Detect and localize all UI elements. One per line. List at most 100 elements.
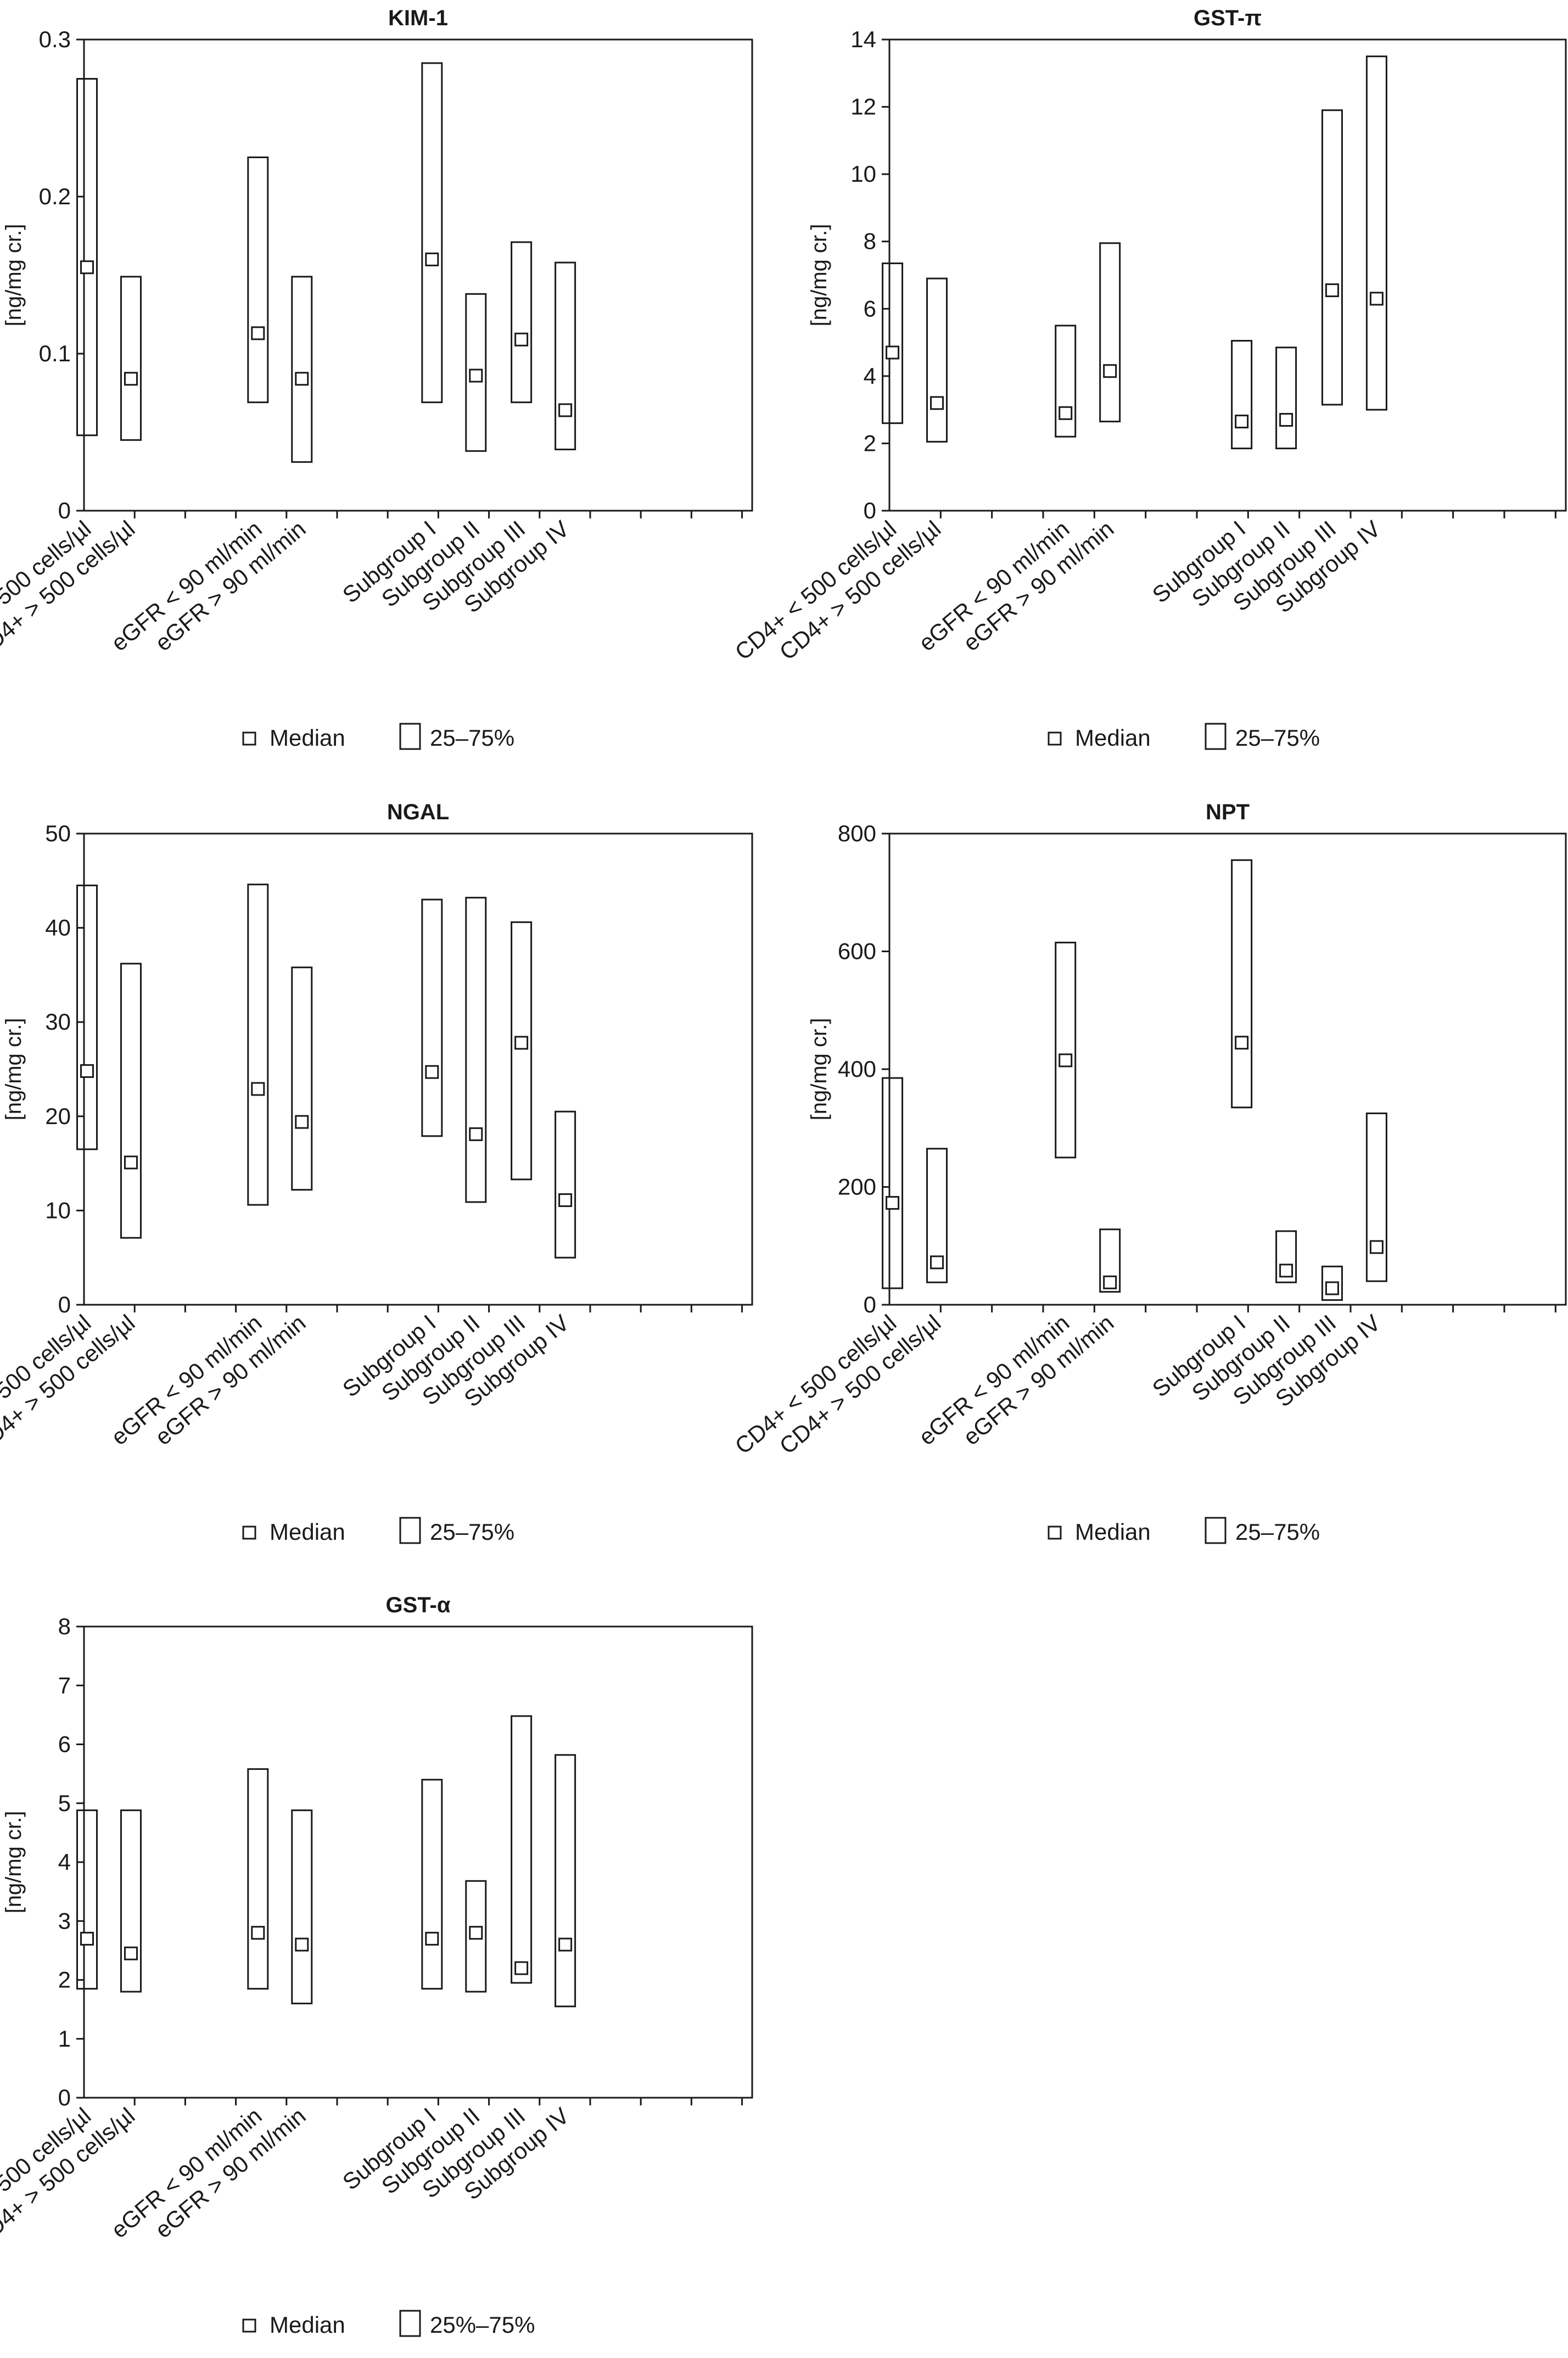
y-tick-label: 800	[838, 820, 876, 846]
median-marker	[1325, 283, 1339, 298]
y-tick-label: 4	[864, 363, 876, 389]
y-tick-label: 0	[864, 1292, 876, 1317]
y-tick-label: 0	[864, 498, 876, 523]
legend-range-label: 25–75%	[430, 1519, 514, 1545]
legend-median-label: Median	[270, 2312, 345, 2338]
iqr-box	[1099, 242, 1121, 423]
iqr-box	[1321, 1265, 1343, 1301]
plot-frame	[888, 832, 1567, 1306]
iqr-box	[421, 62, 443, 404]
y-tick-label: 20	[45, 1103, 71, 1129]
iqr-box	[555, 261, 576, 450]
iqr-box	[421, 1779, 443, 1990]
y-axis-label: [ng/mg cr.]	[2, 224, 26, 327]
iqr-box	[926, 1148, 948, 1283]
y-tick-label: 10	[45, 1197, 71, 1223]
iqr-box	[1055, 325, 1077, 438]
y-tick-label: 50	[45, 820, 71, 846]
y-tick-label: 4	[58, 1849, 71, 1875]
iqr-box	[1099, 1228, 1121, 1293]
median-marker	[469, 1926, 483, 1940]
iqr-box	[465, 1880, 487, 1993]
legend-range-marker	[1205, 1517, 1227, 1544]
legend-median-marker	[242, 731, 256, 746]
legend-range-marker	[399, 2310, 421, 2337]
legend-median-marker	[242, 2318, 256, 2333]
chart-title: NGAL	[387, 800, 449, 824]
legend-range-label: 25–75%	[430, 725, 514, 751]
median-marker	[295, 1115, 309, 1129]
median-marker	[1325, 1281, 1339, 1295]
median-marker	[124, 1155, 138, 1170]
chart-title: GST-π	[1194, 6, 1262, 30]
median-marker	[251, 326, 265, 340]
iqr-box	[465, 897, 487, 1203]
iqr-box	[247, 1768, 269, 1990]
iqr-box	[120, 1809, 142, 1993]
plot-frame	[888, 38, 1567, 512]
median-marker	[124, 372, 138, 386]
legend-range-label: 25–75%	[1235, 1519, 1320, 1545]
legend-median-marker	[1048, 731, 1062, 746]
median-marker	[295, 1937, 309, 1952]
median-marker	[295, 372, 309, 386]
iqr-box	[511, 241, 533, 404]
iqr-box	[882, 262, 904, 424]
legend-range-label: 25%–75%	[430, 2312, 535, 2338]
y-tick-label: 5	[58, 1790, 71, 1816]
median-marker	[469, 1127, 483, 1141]
median-marker	[124, 1946, 138, 1960]
iqr-box	[882, 1077, 904, 1289]
median-marker	[1279, 413, 1293, 427]
median-marker	[886, 345, 900, 360]
median-marker	[80, 1931, 94, 1946]
panel-1: KIM-100.10.20.3[ng/mg cr.]CD4+ < 500 cel…	[0, 6, 753, 751]
y-tick-label: 2	[58, 1967, 71, 1993]
y-axis-label: [ng/mg cr.]	[807, 1018, 831, 1121]
iqr-box	[926, 277, 948, 443]
chart-title: NPT	[1206, 800, 1250, 824]
median-marker	[1059, 1053, 1073, 1068]
iqr-box	[120, 276, 142, 441]
y-tick-label: 0.1	[39, 340, 71, 366]
y-tick-label: 8	[58, 1613, 71, 1639]
iqr-box	[247, 884, 269, 1206]
chart-title: GST-α	[386, 1593, 451, 1617]
median-marker	[514, 1036, 529, 1050]
median-marker	[1235, 415, 1249, 429]
iqr-box	[1231, 340, 1253, 450]
median-marker	[1103, 364, 1117, 378]
y-tick-label: 10	[850, 161, 876, 187]
legend-range-marker	[399, 723, 421, 750]
y-tick-label: 400	[838, 1056, 876, 1082]
median-marker	[886, 1195, 900, 1210]
median-marker	[558, 1193, 573, 1208]
iqr-box	[291, 1809, 313, 2004]
median-marker	[1235, 1036, 1249, 1050]
legend-range-marker	[1205, 723, 1227, 750]
iqr-box	[291, 966, 313, 1191]
iqr-box	[247, 157, 269, 404]
iqr-box	[1365, 55, 1387, 411]
plot-frame	[83, 1625, 753, 2099]
iqr-box	[76, 1809, 98, 1990]
median-marker	[558, 403, 573, 417]
iqr-box	[511, 1715, 533, 1984]
median-marker	[251, 1082, 265, 1096]
iqr-box	[76, 884, 98, 1150]
iqr-box	[76, 78, 98, 437]
legend-median-label: Median	[1075, 1519, 1151, 1545]
y-tick-label: 40	[45, 915, 71, 941]
y-tick-label: 200	[838, 1174, 876, 1200]
y-axis-label: [ng/mg cr.]	[2, 1018, 26, 1121]
legend-median-label: Median	[1075, 725, 1151, 751]
median-marker	[1369, 292, 1384, 306]
plot-frame	[83, 832, 753, 1306]
y-tick-label: 0.2	[39, 183, 71, 209]
y-tick-label: 0	[58, 2085, 71, 2110]
